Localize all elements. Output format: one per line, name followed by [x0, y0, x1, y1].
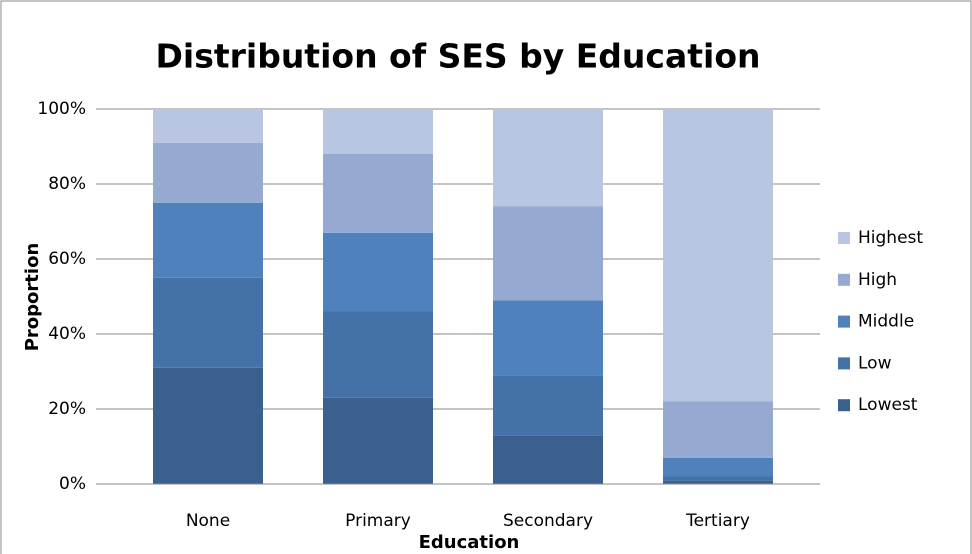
x-tick-label: Secondary — [503, 511, 593, 531]
legend-label: High — [858, 270, 897, 290]
y-tick-label: 80% — [48, 174, 86, 194]
legend-label: Middle — [858, 312, 914, 332]
legend-swatch — [838, 232, 850, 244]
bar-segment — [663, 457, 773, 477]
legend-label: Lowest — [858, 395, 918, 415]
bar-segment — [493, 109, 603, 207]
bar-segment — [323, 397, 433, 484]
bar-segment — [663, 109, 773, 402]
bar-segment — [493, 300, 603, 376]
bar-segment — [323, 154, 433, 233]
bar-segment — [153, 202, 263, 278]
bar-segment — [493, 375, 603, 436]
bar-segment — [663, 476, 773, 481]
legend-swatch — [838, 357, 850, 370]
bar-segment — [663, 401, 773, 458]
x-axis-title: Education — [419, 532, 520, 553]
bar-segment — [153, 109, 263, 143]
y-tick-label: 0% — [59, 474, 86, 494]
legend-swatch — [838, 399, 850, 412]
chart-title: Distribution of SES by Education — [155, 37, 760, 76]
y-tick-label: 40% — [48, 324, 86, 344]
x-tick-label: None — [186, 511, 230, 531]
y-tick-label: 20% — [48, 399, 86, 419]
bar-segment — [493, 206, 603, 301]
bar-segment — [493, 435, 603, 484]
bar-segment — [153, 142, 263, 203]
y-axis-title: Proportion — [22, 243, 43, 352]
y-tick-label: 60% — [48, 249, 86, 269]
legend-swatch — [838, 315, 850, 328]
x-tick-label: Primary — [345, 511, 411, 531]
bar-segment — [663, 480, 773, 484]
legend-swatch — [838, 273, 850, 286]
y-tick-label: 100% — [37, 99, 86, 119]
legend-label: Low — [858, 353, 892, 373]
bar-segment — [153, 277, 263, 368]
legend-label: Highest — [858, 228, 923, 248]
bar-segment — [323, 109, 433, 154]
bar-segment — [323, 311, 433, 398]
bar-segment — [323, 232, 433, 312]
x-tick-label: Tertiary — [685, 511, 750, 531]
bar-segment — [153, 367, 263, 484]
